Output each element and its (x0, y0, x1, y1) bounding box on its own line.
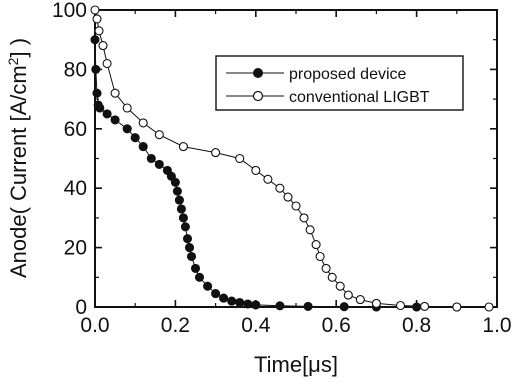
y-tick-label: 40 (64, 177, 87, 200)
data-point-conventional-ligbt (263, 174, 273, 184)
data-point-conventional-ligbt (235, 153, 245, 164)
data-point-conventional-ligbt (138, 118, 148, 128)
data-point-conventional-ligbt (355, 295, 365, 305)
data-point-conventional-ligbt (315, 251, 325, 262)
data-point-conventional-ligbt (327, 272, 337, 282)
data-point-conventional-ligbt (371, 298, 381, 308)
data-point-conventional-ligbt (484, 302, 494, 312)
legend-marker-proposed-device (253, 68, 263, 78)
data-point-proposed-device (172, 186, 182, 196)
series-markers (90, 5, 494, 312)
data-point-conventional-ligbt (92, 14, 102, 24)
data-point-conventional-ligbt (321, 263, 331, 273)
data-point-proposed-device (194, 272, 205, 282)
x-tick-labels: 0.0 0.2 0.4 0.6 0.8 1.0 (80, 314, 511, 337)
data-point-conventional-ligbt (452, 302, 462, 312)
data-point-conventional-ligbt (395, 300, 406, 311)
legend-marker-conventional-ligbt (252, 90, 264, 102)
data-point-conventional-ligbt (94, 26, 104, 36)
x-tick-label: 0.0 (80, 314, 109, 337)
data-point-proposed-device (178, 213, 188, 223)
data-point-conventional-ligbt (110, 88, 120, 98)
data-point-conventional-ligbt (343, 290, 353, 300)
data-point-conventional-ligbt (178, 142, 188, 152)
data-point-proposed-device (110, 115, 120, 125)
legend-entry-proposed-device: proposed device (226, 66, 407, 83)
data-point-conventional-ligbt (311, 240, 321, 250)
data-point-proposed-device (90, 35, 100, 45)
data-point-proposed-device (91, 64, 101, 74)
data-point-proposed-device (154, 159, 164, 169)
data-point-proposed-device (339, 302, 349, 312)
x-tick-label: 1.0 (482, 314, 511, 337)
data-point-proposed-device (186, 251, 197, 262)
data-point-conventional-ligbt (154, 130, 164, 140)
legend-entry-conventional-ligbt: conventional LIGBT (226, 89, 430, 106)
y-tick-labels: 0 20 40 60 80 100 (52, 0, 87, 319)
data-point-conventional-ligbt (275, 183, 285, 193)
data-point-proposed-device (184, 243, 195, 253)
y-tick-label: 100 (52, 0, 87, 22)
data-point-proposed-device (130, 133, 140, 143)
data-point-conventional-ligbt (335, 281, 345, 291)
data-point-proposed-device (412, 302, 422, 312)
data-point-proposed-device (251, 300, 261, 310)
data-point-proposed-device (219, 293, 229, 303)
y-axis-label-main: Anode( Current [A/cm (6, 65, 31, 278)
y-axis-label: Anode( Current [A/cm2] ) (5, 38, 31, 278)
y-axis-label-superscript: 2 (5, 57, 21, 65)
plot-area (90, 5, 498, 312)
data-point-conventional-ligbt (98, 41, 108, 51)
data-point-proposed-device (235, 297, 245, 308)
data-point-proposed-device (138, 142, 148, 152)
axis-ticks (94, 9, 498, 308)
legend-label-proposed-device: proposed device (289, 66, 407, 83)
data-point-proposed-device (92, 88, 102, 98)
data-point-proposed-device (146, 153, 156, 164)
x-tick-label: 0.6 (322, 314, 351, 337)
y-tick-label: 0 (75, 296, 87, 319)
data-point-conventional-ligbt (102, 58, 112, 69)
data-point-proposed-device (170, 177, 180, 187)
y-tick-label: 80 (64, 58, 87, 81)
data-point-conventional-ligbt (420, 301, 430, 311)
data-point-proposed-device (211, 289, 221, 299)
data-point-proposed-device (182, 234, 193, 244)
data-point-proposed-device (190, 263, 201, 273)
data-point-conventional-ligbt (90, 5, 100, 15)
x-tick-label: 0.2 (161, 314, 190, 337)
y-tick-label: 20 (64, 237, 87, 260)
data-point-proposed-device (95, 103, 105, 113)
data-point-conventional-ligbt (122, 103, 132, 113)
data-point-conventional-ligbt (299, 213, 309, 223)
y-tick-label: 60 (64, 118, 87, 141)
x-tick-label: 0.8 (402, 314, 431, 337)
data-point-proposed-device (243, 299, 253, 309)
data-point-proposed-device (275, 301, 285, 311)
data-point-proposed-device (180, 222, 190, 232)
data-point-proposed-device (303, 301, 313, 311)
data-point-proposed-device (203, 281, 213, 291)
data-point-proposed-device (122, 124, 132, 134)
data-point-proposed-device (227, 296, 237, 306)
data-point-conventional-ligbt (291, 201, 301, 211)
data-point-conventional-ligbt (251, 165, 261, 175)
legend: proposed device conventional LIGBT (215, 55, 464, 111)
data-point-conventional-ligbt (283, 192, 293, 202)
data-point-conventional-ligbt (211, 148, 221, 158)
x-tick-label: 0.4 (241, 314, 271, 337)
legend-label-conventional-ligbt: conventional LIGBT (289, 89, 430, 106)
x-axis-label: Time[μs] (254, 352, 338, 377)
y-axis-label-unit-end: ] ) (6, 38, 31, 58)
data-point-proposed-device (174, 195, 184, 205)
data-point-conventional-ligbt (305, 225, 315, 235)
data-point-proposed-device (176, 204, 186, 214)
data-point-proposed-device (102, 109, 112, 119)
